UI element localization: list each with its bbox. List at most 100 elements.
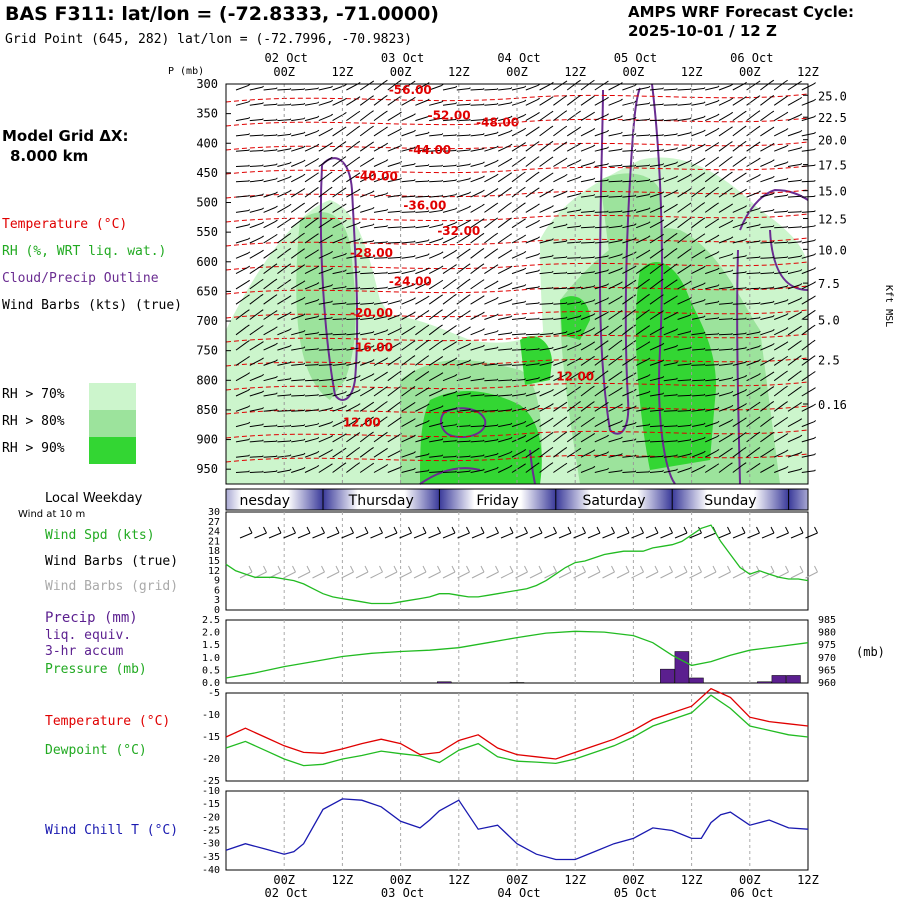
grid-point-label: Grid Point (645, 282) lat/lon = (-72.799… <box>5 32 412 47</box>
height-tick: 15.0 <box>818 185 847 199</box>
wind-barb-flag <box>453 293 457 297</box>
wind-barb <box>732 206 745 213</box>
wind-barb-flag <box>343 126 347 130</box>
wind-barb-flag <box>358 361 361 363</box>
wind-barb <box>263 178 277 183</box>
wind-barb-flag <box>386 315 389 317</box>
wind-barb-flag <box>343 447 347 451</box>
wind-barb <box>649 206 663 213</box>
wind-barb <box>498 379 512 382</box>
wind-barb <box>277 191 290 198</box>
wind-barb-flag <box>495 280 499 283</box>
wind-barb <box>291 453 304 458</box>
cloud-outline <box>651 83 676 485</box>
wind-barb-flag <box>675 161 678 164</box>
wind-barb <box>429 252 442 259</box>
wind-barb <box>539 419 551 428</box>
wind-barb <box>318 252 331 259</box>
wind-barb <box>277 133 291 137</box>
wind-barb <box>249 424 263 428</box>
wind-barb <box>401 284 415 290</box>
wind-barb <box>263 440 277 443</box>
wind-barb <box>249 118 263 122</box>
wind-barb <box>677 347 691 351</box>
wind-barb-flag <box>331 392 333 395</box>
wind-barb <box>539 271 553 275</box>
wind-barb <box>663 234 675 244</box>
pressure-right-tick: 970 <box>818 653 836 664</box>
wind-barb <box>304 394 319 397</box>
wind-barb <box>456 103 470 106</box>
wind-barb <box>290 175 303 183</box>
wind-barb-flag <box>358 375 361 378</box>
wind-barb <box>539 112 551 122</box>
wind-barb-flag <box>494 248 499 252</box>
wind-barb-flag <box>579 175 582 178</box>
grid-wind-barb <box>457 571 470 579</box>
wind-barb-flag <box>426 387 430 390</box>
cloud-outline <box>419 467 481 485</box>
wind-barb-flag <box>481 295 485 298</box>
wind-barb <box>442 118 456 122</box>
wind-barb <box>277 469 291 473</box>
wind-barb-flag <box>565 330 568 333</box>
wind-barb-flag <box>703 450 706 453</box>
wind-barb-flag <box>370 95 374 99</box>
wind-barb <box>525 128 537 137</box>
wind-barb-flag <box>701 172 706 175</box>
wind-barb <box>608 225 622 229</box>
wind-barb-flag <box>744 221 748 224</box>
wind-barb <box>249 408 263 412</box>
wind-barb-flag <box>287 248 292 251</box>
wind-barb-flag <box>784 79 788 83</box>
wind-barb-flag <box>662 163 665 165</box>
grid-wind-barb <box>283 571 296 579</box>
wind-barb-flag <box>756 110 761 114</box>
wind-barb-flag <box>662 408 664 411</box>
wind-barb-flag <box>358 221 361 224</box>
wind-barb <box>428 296 441 305</box>
wind-barb <box>497 466 511 473</box>
wind-barb <box>401 241 415 244</box>
wind-barb <box>622 471 636 473</box>
wind-barb <box>249 455 263 458</box>
wind-barb <box>787 298 801 305</box>
wind-barb <box>511 173 523 183</box>
wind-barb-flag <box>247 251 251 254</box>
wind-barb-flag <box>550 403 554 406</box>
wind-barb-flag <box>441 133 444 135</box>
wind-barb-flag <box>578 159 582 162</box>
wind-barb-flag <box>496 438 499 441</box>
wind-barb <box>594 452 608 458</box>
wind-barb <box>760 112 772 122</box>
top-hour-label: 00Z <box>506 65 528 79</box>
wind-barb-flag <box>799 311 803 314</box>
surface-wind-barb-flag <box>495 526 499 534</box>
wind-barb <box>291 439 305 443</box>
wind-barb-flag <box>510 331 513 334</box>
wind-barb-flag <box>592 449 596 452</box>
wind-barb-flag <box>619 387 623 390</box>
wind-barb <box>415 254 429 259</box>
wind-barb-flag <box>759 316 761 319</box>
wind-barb-flag <box>412 325 416 329</box>
wind-barb <box>691 316 705 320</box>
wind-barb <box>773 450 787 458</box>
wind-barb <box>705 268 718 275</box>
wind-barb <box>263 393 277 397</box>
wind-barb-flag <box>743 417 747 421</box>
wind-barb <box>622 117 636 122</box>
wind-barb-flag <box>371 173 375 177</box>
wind-barb <box>263 344 276 351</box>
wind-barb <box>470 234 482 244</box>
wind-barb <box>553 346 567 351</box>
wind-barb <box>360 224 374 229</box>
wind-barb <box>291 331 304 336</box>
wind-barb <box>387 97 399 106</box>
bottom-hour-label: 12Z <box>448 873 470 887</box>
wind-barb <box>553 127 565 137</box>
wind-barb <box>429 165 443 167</box>
wind-barb <box>705 317 719 320</box>
wind-barb <box>429 149 443 152</box>
wind-barb-flag <box>370 401 375 405</box>
